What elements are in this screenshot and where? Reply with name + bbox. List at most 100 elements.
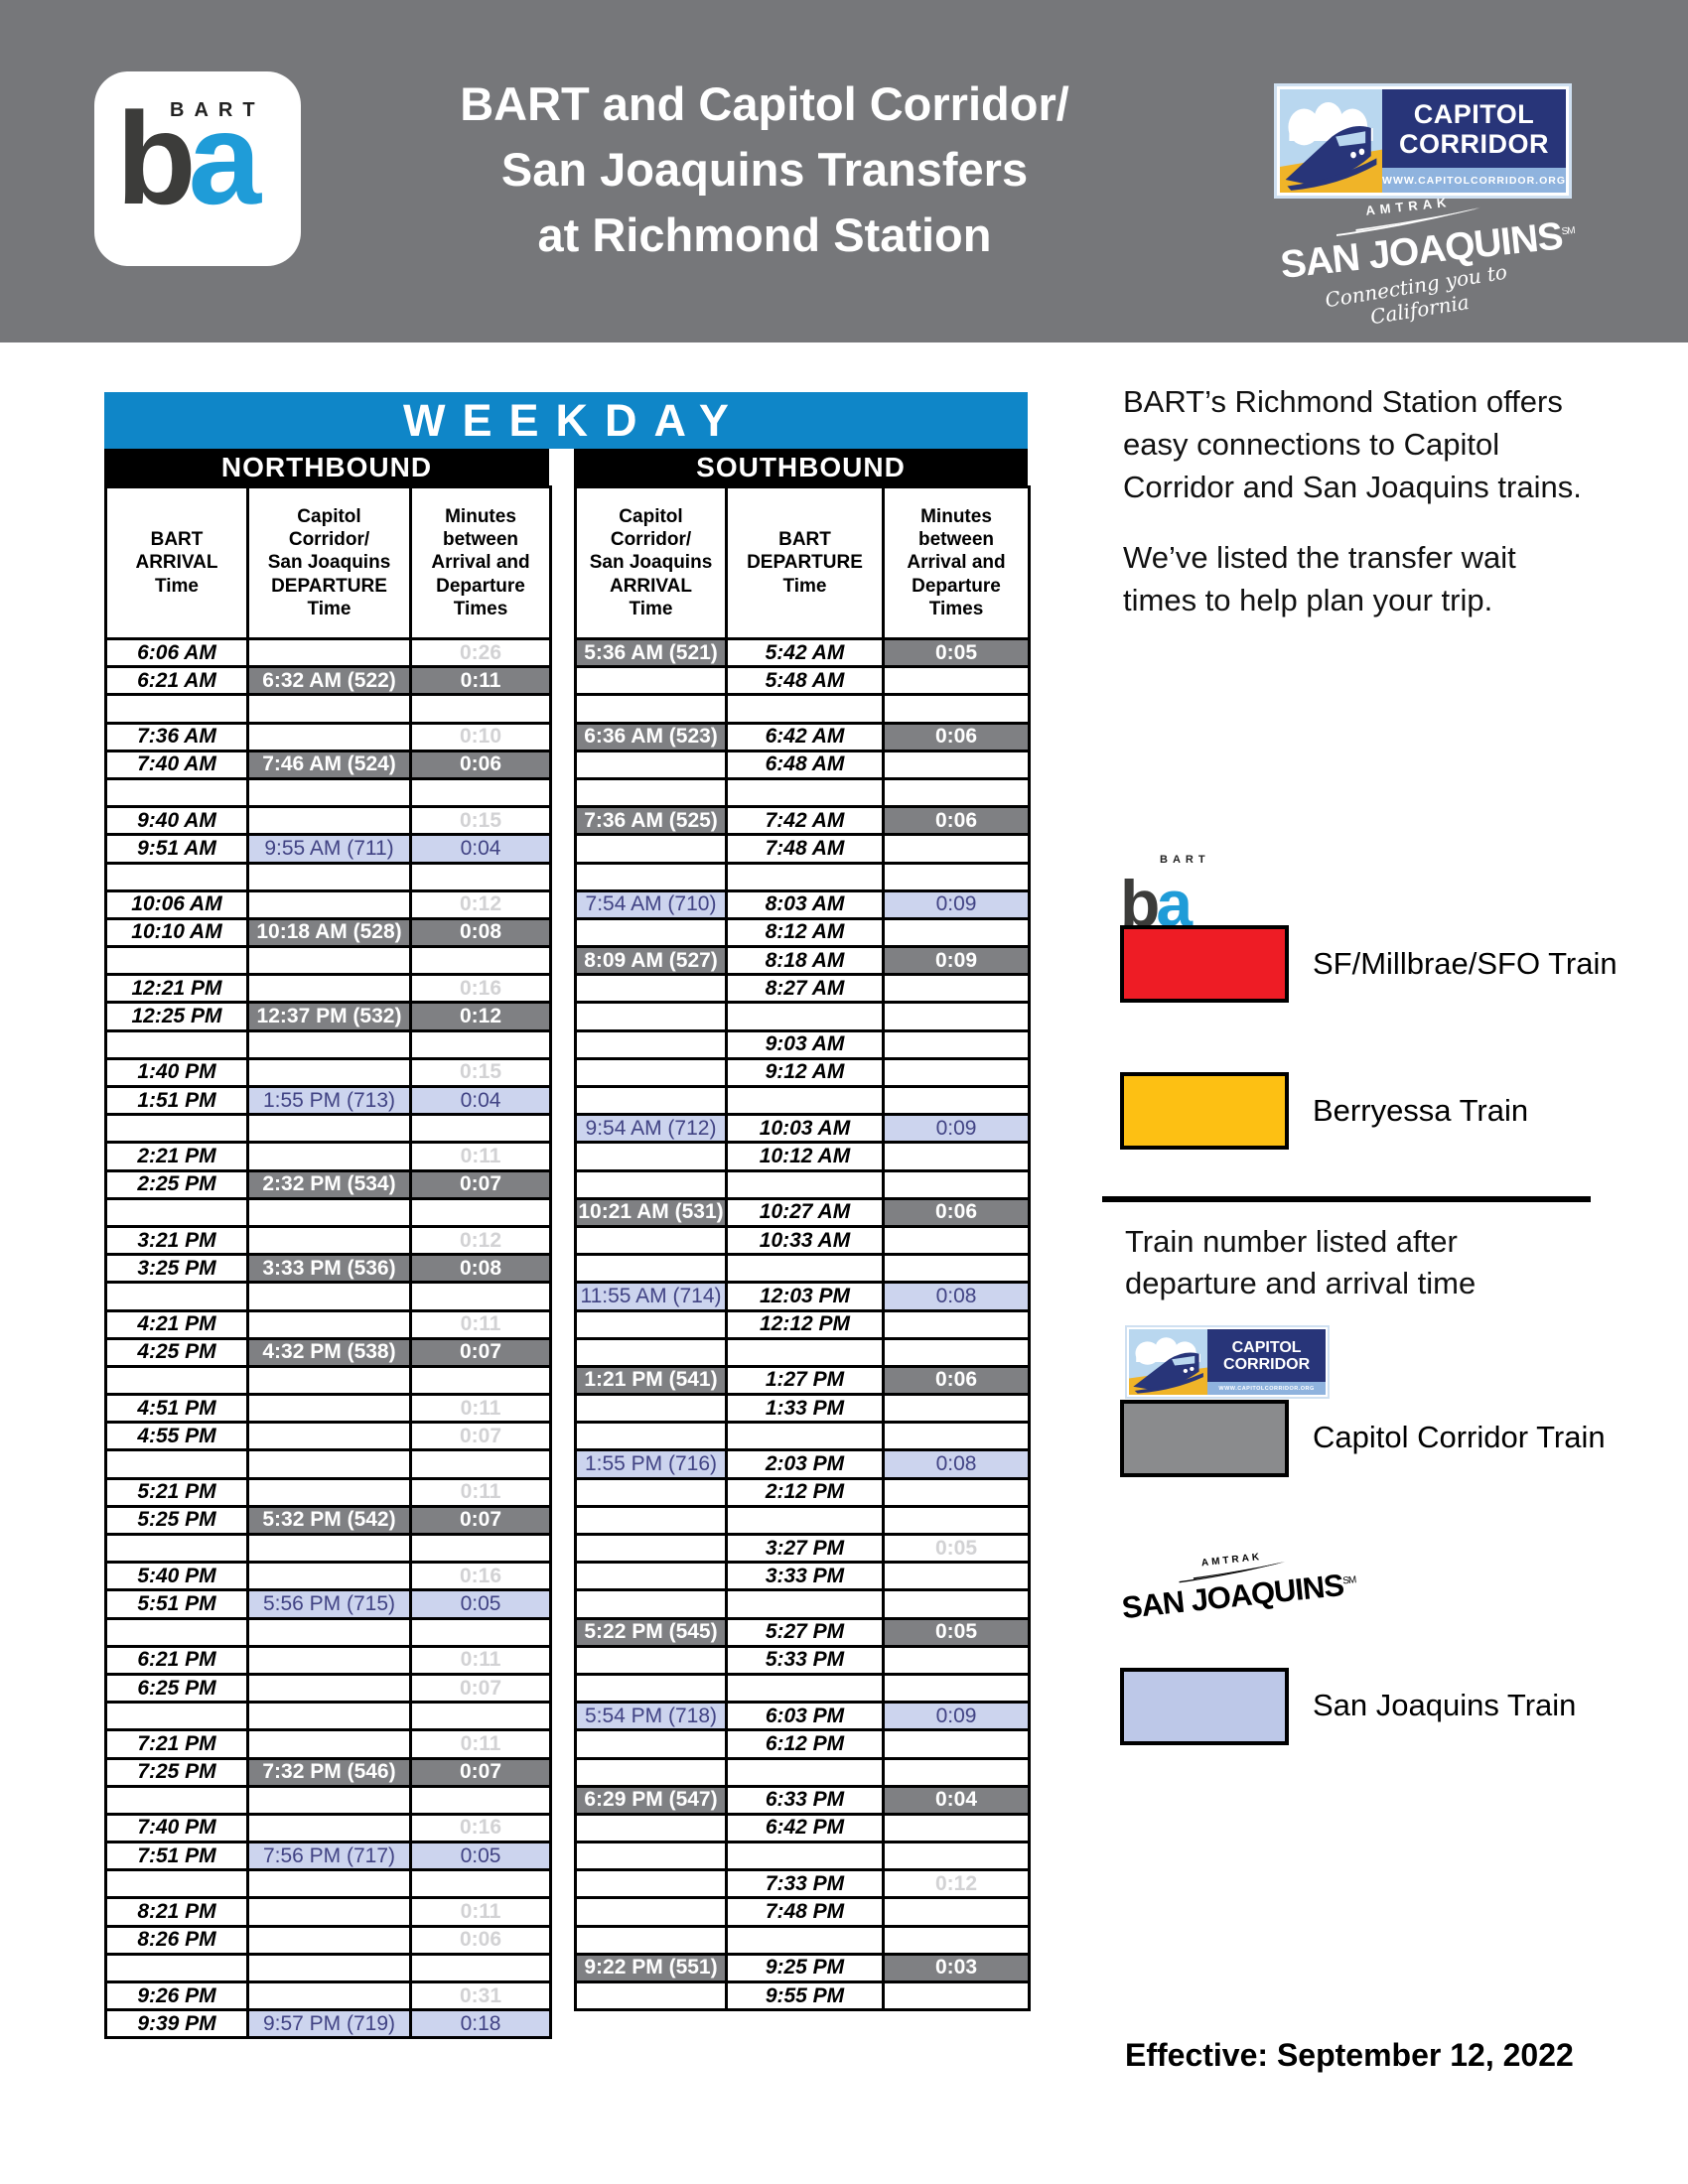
bart-time-cell: 7:33 PM [725, 1868, 885, 1900]
connector-time-cell [246, 1672, 412, 1705]
separator-row [574, 1168, 1031, 1200]
separator-cell [246, 1784, 412, 1816]
wait-time-cell [882, 973, 1031, 1005]
connector-time-cell [246, 1979, 412, 2012]
separator-row [104, 776, 552, 809]
wait-time-cell: 0:07 [409, 1756, 552, 1788]
connector-time-cell [574, 1308, 728, 1340]
schedule-row: 3:25 PM 3:33 PM (536) 0:08 [104, 1253, 552, 1285]
separator-cell [574, 861, 728, 892]
separator-cell [882, 1001, 1031, 1032]
wait-time-cell: 0:11 [409, 1141, 552, 1172]
bart-time-cell: 5:21 PM [104, 1476, 249, 1508]
schedule-row: 6:12 PM [574, 1728, 1031, 1760]
wait-time-cell: 0:06 [882, 1364, 1031, 1397]
schedule-row: 12:12 PM [574, 1308, 1031, 1340]
separator-cell [104, 1701, 249, 1732]
schedule-row: 5:40 PM 0:16 [104, 1561, 552, 1592]
connector-time-cell: 4:32 PM (538) [246, 1336, 412, 1368]
wait-time-cell [882, 1644, 1031, 1676]
separator-row [574, 1001, 1031, 1032]
wait-time-cell: 0:09 [882, 1701, 1031, 1732]
separator-cell [574, 1924, 728, 1956]
intro-paragraph-1: BART’s Richmond Station offers easy conn… [1123, 384, 1582, 504]
bart-time-cell: 9:26 PM [104, 1979, 249, 2012]
separator-cell [882, 1336, 1031, 1368]
connector-time-cell: 2:32 PM (534) [246, 1168, 412, 1200]
wait-time-cell: 0:11 [409, 1644, 552, 1676]
connector-time-cell: 7:36 AM (525) [574, 805, 728, 837]
bart-time-cell: 5:27 PM [725, 1616, 885, 1648]
connector-time-cell: 9:57 PM (719) [246, 2008, 412, 2040]
schedule-row: 2:21 PM 0:11 [104, 1141, 552, 1172]
separator-cell [409, 1616, 552, 1648]
wait-time-cell: 0:08 [882, 1281, 1031, 1312]
bart-time-cell: 6:06 AM [104, 636, 249, 669]
bart-time-cell: 4:51 PM [104, 1393, 249, 1425]
southbound-section: SOUTHBOUND Capitol Corridor/ San Joaquin… [574, 449, 1031, 2012]
separator-row [574, 1588, 1031, 1620]
wait-time-cell: 0:11 [409, 1308, 552, 1340]
separator-row [574, 1421, 1031, 1452]
schedule-row: 7:21 PM 0:11 [104, 1728, 552, 1760]
col-header-minutes-between: Minutes between Arrival and Departure Ti… [882, 485, 1031, 640]
schedule-row: 7:48 AM [574, 833, 1031, 865]
connector-time-cell [246, 1561, 412, 1592]
bart-time-cell: 7:40 AM [104, 749, 249, 780]
separator-cell [104, 1448, 249, 1480]
wait-time-cell [882, 749, 1031, 780]
wait-time-cell: 0:04 [409, 833, 552, 865]
bart-time-cell: 2:03 PM [725, 1448, 885, 1480]
legend-swatch-sf-millbrae-sfo [1120, 925, 1289, 1003]
wait-time-cell: 0:09 [882, 888, 1031, 920]
schedule-row: 6:48 AM [574, 749, 1031, 780]
schedule-row: 12:25 PM 12:37 PM (532) 0:12 [104, 1001, 552, 1032]
separator-row [104, 945, 552, 977]
schedule-row: 2:12 PM [574, 1476, 1031, 1508]
schedule-row: 7:33 PM 0:12 [574, 1868, 1031, 1900]
separator-row [574, 861, 1031, 892]
separator-cell [409, 1448, 552, 1480]
bart-time-cell: 8:26 PM [104, 1924, 249, 1956]
separator-row [104, 861, 552, 892]
bart-time-cell: 6:03 PM [725, 1701, 885, 1732]
separator-cell [574, 1672, 728, 1705]
legend-label-san-joaquins: San Joaquins Train [1313, 1688, 1577, 1722]
separator-cell [409, 1532, 552, 1565]
wait-time-cell: 0:06 [409, 749, 552, 780]
separator-cell [882, 1756, 1031, 1788]
separator-cell [246, 1952, 412, 1984]
separator-cell [409, 1868, 552, 1900]
separator-cell [725, 1588, 885, 1620]
wait-time-cell [882, 1224, 1031, 1257]
wait-time-cell [882, 833, 1031, 865]
separator-row [104, 1364, 552, 1397]
connector-time-cell: 9:22 PM (551) [574, 1952, 728, 1984]
wait-time-cell: 0:11 [409, 1393, 552, 1425]
schedule-row: 6:29 PM (547) 6:33 PM 0:04 [574, 1784, 1031, 1816]
separator-cell [882, 1084, 1031, 1117]
schedule-row: 10:12 AM [574, 1141, 1031, 1172]
schedule-row: 6:21 AM 6:32 AM (522) 0:11 [104, 665, 552, 697]
schedule-row: 9:54 AM (712) 10:03 AM 0:09 [574, 1113, 1031, 1145]
wait-time-cell: 0:09 [882, 1113, 1031, 1145]
wait-time-cell [882, 1896, 1031, 1928]
connector-time-cell [574, 1561, 728, 1592]
bart-time-cell: 10:10 AM [104, 916, 249, 949]
bart-time-cell: 1:40 PM [104, 1056, 249, 1089]
connector-time-cell: 9:54 AM (712) [574, 1113, 728, 1145]
wait-time-cell [882, 1141, 1031, 1172]
separator-cell [104, 776, 249, 809]
schedule-row: 3:21 PM 0:12 [104, 1224, 552, 1257]
legend-swatch-capitol-corridor [1120, 1400, 1289, 1477]
separator-cell [409, 693, 552, 725]
schedule-row: 5:33 PM [574, 1644, 1031, 1676]
schedule-row: 2:25 PM 2:32 PM (534) 0:07 [104, 1168, 552, 1200]
schedule-row: 10:10 AM 10:18 AM (528) 0:08 [104, 916, 552, 949]
connector-time-cell [574, 1644, 728, 1676]
separator-cell [725, 1168, 885, 1200]
separator-cell [104, 1364, 249, 1397]
separator-cell [246, 693, 412, 725]
connector-time-cell [574, 665, 728, 697]
